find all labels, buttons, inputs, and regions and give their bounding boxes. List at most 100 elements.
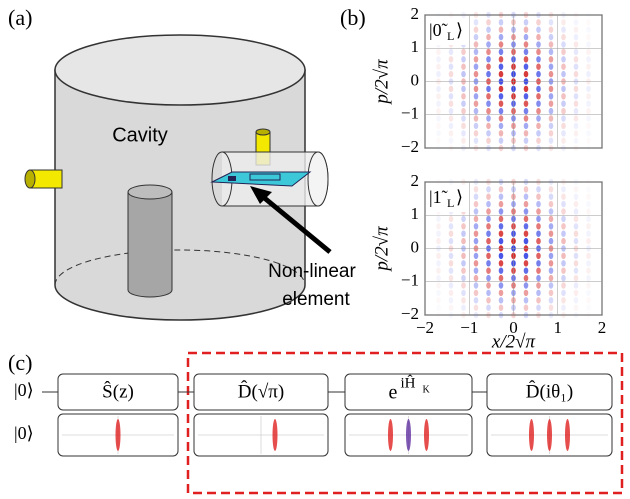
wigner-dot: [561, 56, 566, 62]
panel-label: (a): [8, 5, 32, 30]
wigner-dot: [574, 260, 579, 266]
gate-label: Ŝ(z): [102, 380, 134, 402]
wigner-dot: [486, 93, 491, 99]
wigner-dot: [486, 138, 491, 144]
wigner-dot: [461, 253, 466, 259]
wigner-dot: [524, 138, 529, 144]
wigner-dot: [524, 297, 529, 303]
wigner-dot: [461, 86, 466, 92]
wigner-dot: [574, 238, 579, 244]
wigner-dot: [561, 290, 566, 296]
wigner-dot: [536, 268, 541, 274]
wigner-dot: [449, 123, 454, 129]
gate-label: e: [389, 382, 398, 404]
wigner-dot: [474, 123, 479, 129]
wigner-dot: [586, 93, 591, 99]
wigner-dot: [586, 194, 591, 200]
gate-label: D̂(√π): [238, 381, 284, 403]
wigner-dot: [549, 186, 554, 192]
y-tick-label: −1: [401, 104, 419, 123]
wigner-dot: [436, 71, 441, 77]
wigner-dot: [536, 290, 541, 296]
wigner-dot: [586, 216, 591, 222]
wigner-dot: [461, 49, 466, 55]
wigner-dot: [499, 305, 504, 311]
wigner-dot: [499, 123, 504, 129]
wigner-dot: [549, 123, 554, 129]
wigner-dot: [474, 130, 479, 136]
wigner-dot: [536, 238, 541, 244]
wigner-dot: [436, 305, 441, 311]
wigner-dot: [486, 108, 491, 114]
wigner-dot: [461, 305, 466, 311]
wigner-dot: [549, 27, 554, 33]
state-blob: [424, 419, 429, 451]
wigner-dot: [461, 231, 466, 237]
gate-label: D̂(iθ₁): [526, 381, 573, 403]
wigner-dot: [436, 108, 441, 114]
wigner-dot: [474, 34, 479, 40]
wigner-dot: [549, 208, 554, 214]
wigner-dot: [524, 101, 529, 107]
wigner-dot: [536, 63, 541, 69]
wigner-dot: [436, 275, 441, 281]
state-blob: [388, 419, 393, 451]
wigner-dot: [474, 56, 479, 62]
wigner-dot: [499, 49, 504, 55]
state-label: L: [447, 196, 454, 210]
wigner-dot: [474, 253, 479, 259]
wigner-dot: [536, 108, 541, 114]
wigner-dot: [436, 56, 441, 62]
wigner-dot: [549, 34, 554, 40]
wigner-dot: [561, 93, 566, 99]
wigner-dot: [524, 115, 529, 121]
wigner-dot: [436, 86, 441, 92]
wigner-dot: [549, 138, 554, 144]
wigner-dot: [586, 275, 591, 281]
wigner-dot: [449, 93, 454, 99]
wigner-dot: [536, 138, 541, 144]
wigner-dot: [524, 305, 529, 311]
wigner-dot: [536, 186, 541, 192]
wigner-dot: [574, 208, 579, 214]
wigner-dot: [536, 216, 541, 222]
wigner-dot: [549, 86, 554, 92]
state-blob: [547, 419, 552, 451]
wigner-dot: [536, 130, 541, 136]
wigner-dot: [486, 260, 491, 266]
figure: (a) Cavity Non-linear element (b) −2−101…: [0, 0, 630, 499]
wigner-dot: [524, 130, 529, 136]
wigner-dot: [499, 115, 504, 121]
wigner-dot: [524, 208, 529, 214]
wigner-dot: [524, 201, 529, 207]
wigner-dot: [574, 86, 579, 92]
wigner-dot: [436, 231, 441, 237]
wigner-dot: [549, 231, 554, 237]
wigner-dot: [586, 268, 591, 274]
wigner-dot: [449, 223, 454, 229]
wigner-dot: [449, 231, 454, 237]
wigner-dot: [499, 208, 504, 214]
wigner-dot: [524, 123, 529, 129]
wigner-dot: [524, 86, 529, 92]
wigner-dot: [474, 297, 479, 303]
wigner-dot: [486, 297, 491, 303]
wigner-dot: [586, 186, 591, 192]
wigner-dot: [436, 63, 441, 69]
wigner-dot: [449, 297, 454, 303]
wigner-dot: [436, 260, 441, 266]
wigner-dot: [586, 305, 591, 311]
wigner-dot: [486, 27, 491, 33]
panel-label: (b): [340, 5, 366, 30]
wigner-dot: [574, 253, 579, 259]
wigner-dot: [524, 260, 529, 266]
wigner-dot: [499, 201, 504, 207]
wigner-dot: [436, 297, 441, 303]
wigner-dot: [574, 282, 579, 288]
wigner-dot: [524, 290, 529, 296]
wigner-dot: [561, 216, 566, 222]
wigner-dot: [486, 253, 491, 259]
wigner-dot: [499, 93, 504, 99]
wigner-dot: [586, 108, 591, 114]
wigner-dot: [486, 208, 491, 214]
